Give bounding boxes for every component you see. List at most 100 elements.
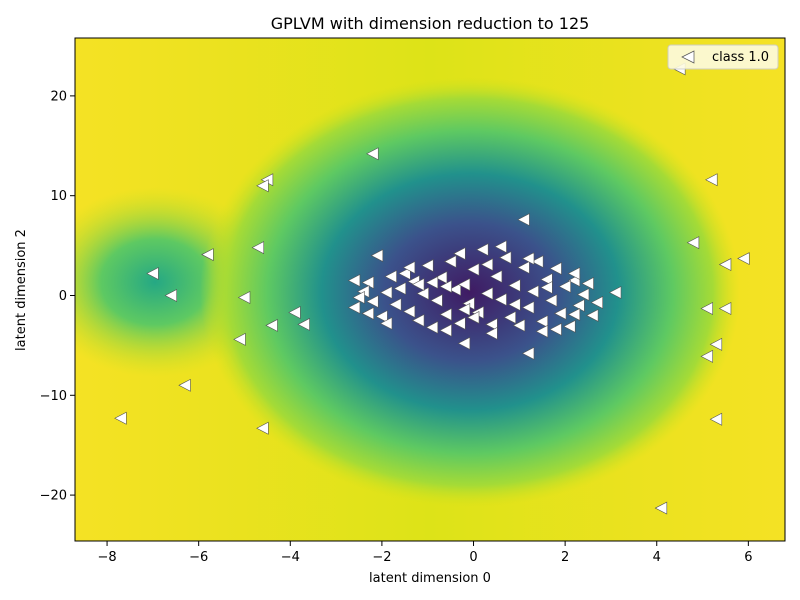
data-point bbox=[251, 241, 265, 255]
data-point bbox=[297, 317, 310, 331]
data-point bbox=[581, 277, 594, 291]
heatmap-center-region bbox=[200, 77, 740, 507]
data-point bbox=[366, 147, 379, 161]
data-point bbox=[585, 308, 599, 322]
data-point bbox=[398, 267, 411, 281]
data-point bbox=[402, 261, 416, 275]
data-point bbox=[540, 273, 553, 287]
data-point bbox=[540, 281, 553, 294]
data-point bbox=[567, 307, 581, 321]
chart-title: GPLVM with dimension reduction to 125 bbox=[271, 14, 590, 33]
data-point bbox=[457, 302, 471, 316]
data-point bbox=[347, 274, 361, 288]
data-point bbox=[443, 255, 457, 269]
data-point bbox=[590, 295, 603, 309]
data-point bbox=[457, 336, 471, 350]
data-point bbox=[448, 283, 461, 296]
data-point bbox=[508, 279, 521, 293]
data-point bbox=[563, 319, 576, 333]
scatter-points bbox=[114, 62, 750, 515]
data-point bbox=[466, 310, 480, 324]
data-point bbox=[453, 316, 466, 330]
data-point bbox=[114, 411, 127, 425]
data-point bbox=[567, 267, 581, 281]
data-point bbox=[256, 179, 269, 193]
y-tick-label: −20 bbox=[40, 489, 67, 504]
legend: class 1.0 bbox=[667, 44, 779, 70]
data-point bbox=[439, 280, 452, 294]
data-point bbox=[572, 298, 585, 312]
data-point bbox=[466, 263, 480, 277]
data-point bbox=[508, 297, 521, 311]
legend-marker-icon bbox=[681, 50, 695, 64]
data-point bbox=[549, 262, 562, 276]
data-point bbox=[718, 301, 732, 315]
data-point bbox=[700, 349, 713, 363]
legend-entry-label: class 1.0 bbox=[712, 50, 769, 65]
data-point bbox=[416, 286, 429, 300]
data-point bbox=[526, 285, 539, 298]
data-point bbox=[494, 240, 507, 254]
data-point bbox=[485, 317, 498, 331]
y-tick-label: −10 bbox=[40, 389, 67, 404]
data-point bbox=[425, 276, 439, 290]
legend-box bbox=[667, 44, 779, 70]
data-point bbox=[430, 293, 443, 307]
y-tick-label: 0 bbox=[59, 289, 67, 304]
x-tick-label: −6 bbox=[189, 550, 208, 565]
data-point bbox=[439, 323, 452, 337]
data-point bbox=[411, 278, 425, 292]
data-point bbox=[393, 282, 407, 295]
data-point bbox=[366, 294, 379, 308]
data-point bbox=[530, 255, 544, 269]
data-point bbox=[544, 293, 558, 307]
x-tick-label: 2 bbox=[561, 550, 569, 565]
data-point bbox=[288, 305, 301, 319]
data-point bbox=[237, 290, 251, 304]
data-point bbox=[709, 337, 723, 351]
y-tick-label: 20 bbox=[50, 89, 67, 104]
data-point bbox=[388, 297, 402, 311]
data-point bbox=[718, 258, 732, 272]
plot-area bbox=[75, 38, 785, 541]
data-point bbox=[421, 259, 434, 273]
data-point bbox=[489, 270, 503, 284]
x-axis: −8 −6 −4 −2 0 2 4 6 bbox=[97, 541, 752, 565]
data-point bbox=[549, 322, 562, 336]
data-point bbox=[512, 318, 526, 332]
data-point bbox=[379, 285, 393, 299]
data-point bbox=[178, 378, 191, 392]
plot-frame bbox=[74, 37, 786, 542]
data-point bbox=[265, 318, 278, 332]
data-point bbox=[737, 252, 750, 266]
data-point bbox=[201, 248, 214, 262]
x-tick-label: 4 bbox=[653, 550, 661, 565]
data-point bbox=[654, 501, 668, 515]
data-point bbox=[384, 270, 397, 284]
data-point bbox=[480, 286, 494, 300]
data-point bbox=[709, 412, 723, 426]
data-point bbox=[425, 320, 439, 334]
data-point bbox=[498, 251, 512, 265]
data-point bbox=[517, 213, 530, 227]
data-point bbox=[352, 290, 365, 304]
data-point bbox=[700, 301, 713, 315]
data-point bbox=[608, 285, 622, 299]
data-point bbox=[434, 271, 448, 285]
x-tick-label: 6 bbox=[744, 550, 752, 565]
data-point bbox=[402, 304, 416, 318]
data-point bbox=[164, 288, 177, 302]
data-point bbox=[411, 313, 425, 327]
data-point bbox=[494, 292, 507, 306]
x-tick-label: −8 bbox=[97, 550, 116, 565]
data-point bbox=[535, 314, 549, 328]
y-axis-label: latent dimension 2 bbox=[14, 229, 29, 351]
data-point bbox=[535, 324, 549, 338]
data-point bbox=[521, 346, 535, 360]
data-point bbox=[686, 236, 700, 250]
data-point bbox=[361, 276, 374, 290]
x-tick-label: −4 bbox=[281, 550, 300, 565]
data-point bbox=[233, 332, 246, 346]
data-point bbox=[480, 258, 494, 272]
